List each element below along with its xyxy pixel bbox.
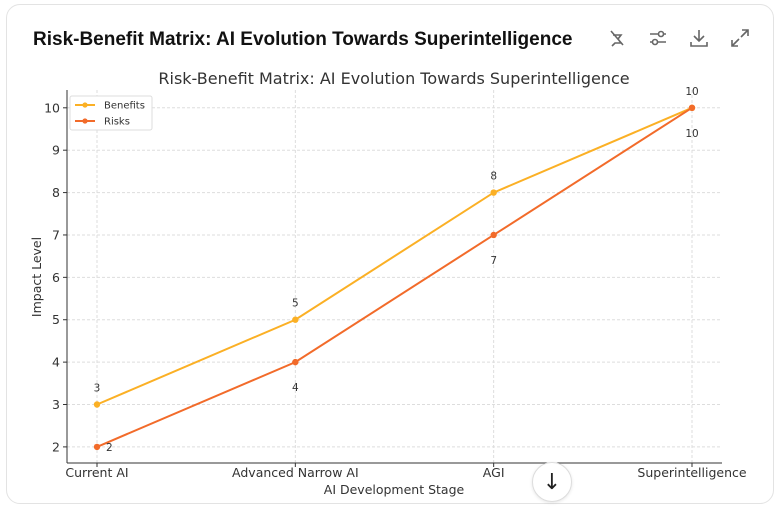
x-tick-label: AGI bbox=[483, 465, 505, 480]
data-label: 4 bbox=[292, 382, 299, 394]
legend: Benefits Risks bbox=[69, 95, 153, 131]
arrow-down-icon: ↓ bbox=[542, 469, 562, 495]
data-label: 3 bbox=[94, 383, 101, 395]
hide-chart-icon[interactable] bbox=[606, 27, 628, 49]
data-label: 10 bbox=[685, 128, 698, 140]
legend-label: Benefits bbox=[104, 101, 145, 112]
series-line-benefits bbox=[96, 106, 693, 406]
data-label: 8 bbox=[490, 171, 497, 183]
y-tick-label: 2 bbox=[52, 439, 60, 454]
download-icon[interactable] bbox=[688, 27, 710, 49]
y-tick-label: 5 bbox=[52, 312, 60, 327]
data-point bbox=[490, 231, 497, 239]
y-axis-label: Impact Level bbox=[29, 237, 44, 317]
y-tick-label: 8 bbox=[52, 185, 60, 200]
data-point bbox=[490, 189, 497, 196]
scroll-down-button[interactable]: ↓ bbox=[532, 462, 572, 502]
y-tick-label: 3 bbox=[52, 397, 60, 412]
legend-label: Risks bbox=[104, 117, 130, 128]
settings-sliders-icon[interactable] bbox=[647, 27, 669, 49]
data-label: 2 bbox=[106, 442, 113, 454]
y-tick-label: 7 bbox=[52, 227, 60, 242]
chart-card: Risk-Benefit Matrix: AI Evolution Toward… bbox=[6, 4, 774, 504]
data-label: 5 bbox=[292, 298, 299, 310]
y-tick-label: 9 bbox=[52, 143, 60, 158]
x-tick-label: Advanced Narrow AI bbox=[232, 465, 359, 480]
legend-marker bbox=[82, 118, 88, 124]
data-label: 7 bbox=[490, 255, 497, 267]
expand-icon[interactable] bbox=[729, 27, 751, 49]
card-title: Risk-Benefit Matrix: AI Evolution Toward… bbox=[33, 29, 573, 50]
legend-marker bbox=[82, 102, 88, 108]
data-point bbox=[688, 104, 696, 112]
x-tick-label: Current AI bbox=[65, 465, 128, 480]
data-point bbox=[292, 358, 299, 366]
series-line-risks bbox=[96, 106, 693, 448]
x-tick-label: Superintelligence bbox=[637, 465, 746, 480]
y-tick-label: 10 bbox=[44, 100, 60, 115]
data-label: 10 bbox=[685, 86, 698, 98]
y-tick-label: 4 bbox=[52, 355, 60, 370]
x-axis-label: AI Development Stage bbox=[324, 482, 465, 497]
data-point bbox=[93, 443, 101, 451]
data-point bbox=[292, 316, 299, 323]
y-tick-label: 6 bbox=[52, 270, 60, 285]
toolbar bbox=[606, 27, 751, 49]
chart-title: Risk-Benefit Matrix: AI Evolution Toward… bbox=[158, 69, 629, 88]
data-point bbox=[93, 401, 101, 408]
